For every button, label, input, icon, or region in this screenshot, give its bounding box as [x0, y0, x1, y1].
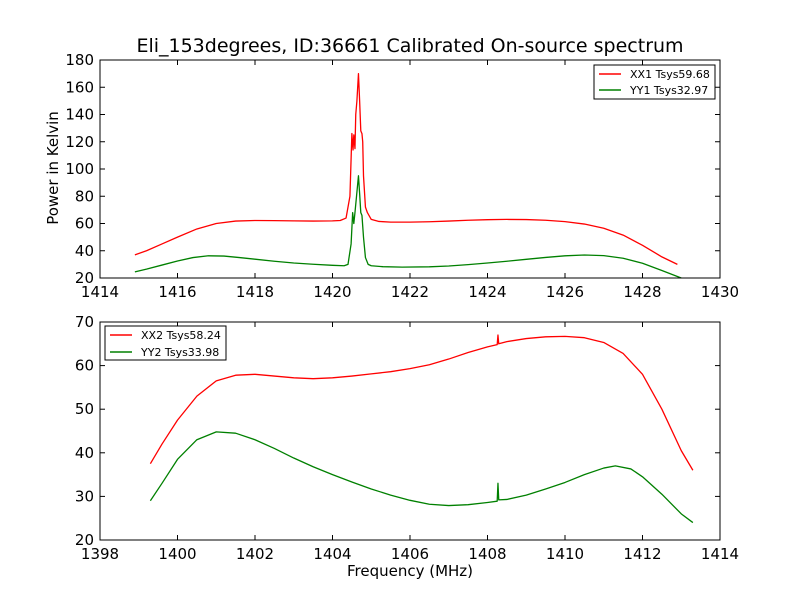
y-tick-label: 70 [75, 313, 94, 331]
y-tick-label: 140 [65, 106, 94, 124]
y-tick-label: 60 [75, 357, 94, 375]
bottom-legend: XX2 Tsys58.24 YY2 Tsys33.98 [104, 325, 227, 361]
y-tick-label: 120 [65, 133, 94, 151]
y-tick-label: 40 [75, 444, 94, 462]
x-tick-label: 1420 [313, 283, 351, 301]
top-legend: XX1 Tsys59.68 YY1 Tsys32.97 [593, 64, 716, 100]
y-tick-label: 40 [75, 242, 94, 260]
chart-title: Eli_153degrees, ID:36661 Calibrated On-s… [136, 35, 683, 57]
bottom-legend-box [104, 325, 227, 361]
x-tick-label: 1414 [81, 283, 119, 301]
x-tick-label: 1422 [391, 283, 429, 301]
x-tick-label: 1408 [468, 545, 506, 563]
bottom-ticks-layer: 1398 1400 1402 1404 1406 1408 1410 1412 1414 20 30… [75, 313, 739, 563]
y-tick-label: 50 [75, 400, 94, 418]
legend-label-xx1: XX1 Tsys59.68 [630, 68, 710, 81]
top-series-layer [134, 72, 682, 279]
y-tick-label: 100 [65, 160, 94, 178]
y-tick-label: 160 [65, 78, 94, 96]
x-tick-label: 1410 [546, 545, 584, 563]
series-line-xx1 [134, 72, 678, 265]
x-tick-label: 1430 [701, 283, 739, 301]
y-tick-label: 180 [65, 51, 94, 69]
y-tick-label: 20 [75, 531, 94, 549]
legend-label-yy1: YY1 Tsys32.97 [629, 84, 708, 97]
x-tick-label: 1418 [236, 283, 274, 301]
x-tick-label: 1406 [391, 545, 429, 563]
x-tick-label: 1402 [236, 545, 274, 563]
top-legend-box [593, 64, 716, 100]
bottom-series-layer [149, 334, 694, 524]
y-tick-label: 80 [75, 187, 94, 205]
x-tick-label: 1412 [623, 545, 661, 563]
y-tick-label: 20 [75, 269, 94, 287]
top-ticks-layer: 1414 1416 1418 1420 1422 1424 1426 1428 1430 20 40… [65, 51, 739, 301]
x-tick-label: 1428 [623, 283, 661, 301]
x-tick-label: 1416 [158, 283, 196, 301]
y-tick-label: 30 [75, 487, 94, 505]
series-line-yy1 [134, 175, 682, 279]
x-tick-label: 1404 [313, 545, 351, 563]
top-spectrum-plot: Eli_153degrees, ID:36661 Calibrated On-s… [44, 35, 739, 301]
legend-label-yy2: YY2 Tsys33.98 [140, 346, 219, 359]
y-tick-label: 60 [75, 215, 94, 233]
x-tick-label: 1426 [546, 283, 584, 301]
x-tick-label: 1424 [468, 283, 506, 301]
x-tick-label: 1414 [701, 545, 739, 563]
x-axis-label: Frequency (MHz) [347, 562, 473, 580]
bottom-spectrum-plot: Frequency (MHz) 1398 1400 1402 1404 1406 1408… [75, 313, 739, 580]
series-line-yy2 [149, 431, 694, 524]
x-tick-label: 1400 [158, 545, 196, 563]
legend-label-xx2: XX2 Tsys58.24 [141, 329, 221, 342]
y-axis-label: Power in Kelvin [44, 111, 62, 225]
series-line-xx2 [149, 334, 694, 471]
x-tick-label: 1398 [81, 545, 119, 563]
